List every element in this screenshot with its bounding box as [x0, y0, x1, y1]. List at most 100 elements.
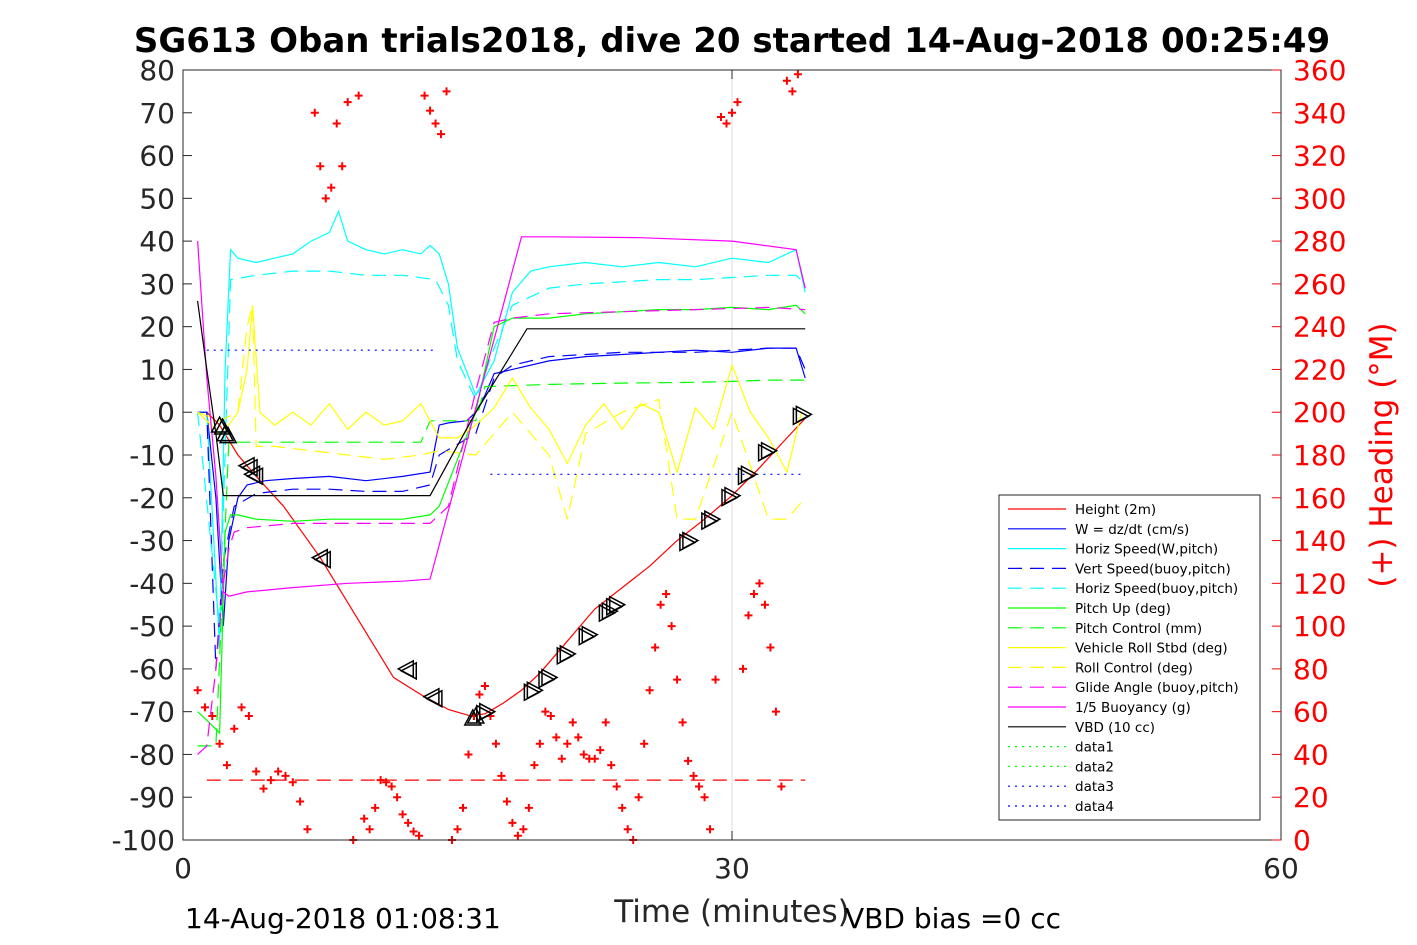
- x-tick-label: 0: [174, 852, 192, 885]
- marker-ascent: [556, 646, 574, 666]
- heading-point: [579, 750, 588, 759]
- y-tick-label-right: 340: [1293, 97, 1346, 130]
- heading-point: [371, 803, 380, 812]
- legend-label: 1/5 Buoyancy (g): [1075, 700, 1191, 716]
- y-tick-label-right: 160: [1293, 482, 1346, 515]
- heading-point: [601, 718, 610, 727]
- heading-point: [442, 87, 451, 96]
- heading-point: [222, 761, 231, 770]
- heading-point: [230, 724, 239, 733]
- heading-point: [426, 106, 435, 115]
- heading-point: [497, 771, 506, 780]
- y-tick-label-right: 280: [1293, 225, 1346, 258]
- heading-point: [310, 108, 319, 117]
- heading-point: [513, 831, 522, 840]
- heading-point: [771, 707, 780, 716]
- ticks-layer: 80706050403020100-10-20-30-40-50-60-70-8…: [111, 54, 1346, 885]
- heading-point: [393, 793, 402, 802]
- marker-descent: [245, 467, 264, 486]
- legend-label: Vehicle Roll Stbd (deg): [1075, 641, 1228, 657]
- heading-point: [316, 162, 325, 171]
- y-tick-label-right: 140: [1293, 525, 1346, 558]
- series-horiz-speed-w-pitch: [197, 209, 806, 648]
- heading-point: [689, 771, 698, 780]
- heading-point: [793, 70, 802, 79]
- heading-point: [288, 778, 297, 787]
- legend-label: Horiz Speed(buoy,pitch): [1075, 581, 1238, 597]
- heading-point: [382, 778, 391, 787]
- heading-point: [244, 711, 253, 720]
- heading-point: [409, 827, 418, 836]
- y-tick-label-right: 0: [1293, 824, 1311, 857]
- y-tick-label-left: -40: [129, 567, 175, 600]
- heading-point: [722, 119, 731, 128]
- heading-point: [365, 825, 374, 834]
- y-tick-label-right: 120: [1293, 567, 1346, 600]
- heading-point: [777, 782, 786, 791]
- y-tick-label-left: 40: [139, 225, 175, 258]
- heading-point: [193, 686, 202, 695]
- y-tick-label-right: 260: [1293, 268, 1346, 301]
- marker-descent: [425, 689, 443, 708]
- heading-point: [327, 183, 336, 192]
- heading-layer: [193, 70, 802, 844]
- legend-label: data3: [1075, 779, 1114, 795]
- x-tick-label: 30: [714, 852, 750, 885]
- y-tick-label-left: 70: [139, 97, 175, 130]
- legend-label: VBD (10 cc): [1075, 720, 1155, 736]
- legend-label: W = dz/dt (cm/s): [1075, 522, 1189, 538]
- heading-point: [684, 756, 693, 765]
- marker-ascent: [737, 467, 756, 486]
- heading-point: [673, 675, 682, 684]
- heading-point: [640, 739, 649, 748]
- heading-point: [519, 825, 528, 834]
- series-height-2m: [206, 411, 808, 717]
- x-axis-label: Time (minutes): [613, 894, 849, 930]
- heading-point: [623, 825, 632, 834]
- legend-label: Pitch Up (deg): [1075, 601, 1171, 617]
- y-tick-label-left: -80: [129, 738, 175, 771]
- heading-point: [546, 711, 555, 720]
- marker-ascent: [757, 443, 776, 462]
- heading-point: [387, 782, 396, 791]
- heading-point: [760, 600, 769, 609]
- y-tick-label-right: 360: [1293, 54, 1346, 87]
- heading-point: [568, 718, 577, 727]
- footer-vbd-bias: VBD bias =0 cc: [845, 902, 1061, 935]
- heading-point: [766, 643, 775, 652]
- legend-label: Vert Speed(buoy,pitch): [1075, 561, 1231, 577]
- y-axis-right-label: (+) Heading (°M): [1364, 322, 1400, 587]
- heading-point: [738, 664, 747, 673]
- heading-point: [200, 703, 209, 712]
- y-tick-label-left: 80: [139, 54, 175, 87]
- heading-point: [749, 590, 758, 599]
- marker-ascent: [476, 704, 494, 723]
- heading-point: [458, 803, 467, 812]
- y-tick-label-left: -30: [129, 525, 175, 558]
- marker-descent: [213, 417, 232, 435]
- heading-point: [475, 690, 484, 699]
- marker-ascent: [523, 683, 541, 702]
- marker-ascent: [605, 597, 624, 616]
- y-tick-label-left: 10: [139, 353, 175, 386]
- heading-point: [431, 119, 440, 128]
- heading-point: [296, 797, 305, 806]
- heading-point: [535, 739, 544, 748]
- heading-point: [596, 746, 605, 755]
- heading-point: [755, 579, 764, 588]
- heading-point: [491, 739, 500, 748]
- legend-label: data1: [1075, 740, 1114, 756]
- marker-ascent: [578, 627, 596, 646]
- legend-label: Horiz Speed(W,pitch): [1075, 542, 1218, 558]
- heading-point: [343, 98, 352, 107]
- y-tick-label-left: -90: [129, 781, 175, 814]
- heading-point: [557, 754, 566, 763]
- y-tick-label-left: -70: [129, 696, 175, 729]
- heading-point: [552, 733, 561, 742]
- legend: Height (2m) W = dz/dt (cm/s) Horiz Speed(W…: [998, 494, 1261, 821]
- heading-point: [237, 703, 246, 712]
- y-tick-label-left: -100: [111, 824, 175, 857]
- heading-point: [695, 782, 704, 791]
- legend-label: data2: [1075, 759, 1114, 775]
- heading-point: [281, 771, 290, 780]
